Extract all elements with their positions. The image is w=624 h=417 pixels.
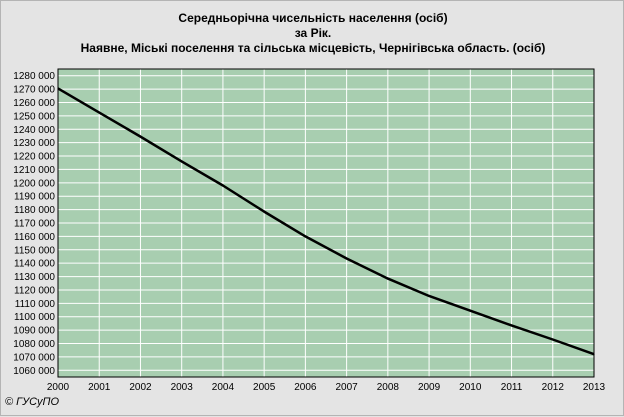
data-point <box>57 87 59 90</box>
x-axis-tick-labels: 2000 2001 2002 2003 2004 2005 2006 2007 2008 2009… <box>47 382 606 393</box>
y-tick-label: 1250 000 <box>13 111 55 122</box>
y-tick-label: 1220 000 <box>13 152 55 163</box>
x-tick-label: 2009 <box>418 382 441 393</box>
grid <box>57 69 595 377</box>
y-tick-label: 1260 000 <box>13 98 55 109</box>
y-tick-label: 1160 000 <box>14 232 55 243</box>
series-group <box>57 87 595 356</box>
y-tick-label: 1130 000 <box>14 272 55 283</box>
x-tick-label: 2005 <box>253 382 276 393</box>
y-tick-label: 1110 000 <box>15 299 56 310</box>
y-tick-label: 1060 000 <box>13 366 55 377</box>
data-point <box>428 295 430 297</box>
data-point <box>222 184 224 187</box>
y-tick-label: 1240 000 <box>13 125 55 136</box>
x-tick-label: 2003 <box>171 382 194 393</box>
y-tick-label: 1230 000 <box>13 138 55 149</box>
x-tick-label: 2000 <box>47 382 70 393</box>
data-point <box>139 136 142 138</box>
data-point <box>387 277 389 280</box>
y-axis-tick-labels: 1060 000 1070 000 1080 000 1090 000 1100 000… <box>13 71 55 377</box>
y-tick-label: 1190 000 <box>14 192 55 203</box>
x-tick-label: 2001 <box>88 382 111 393</box>
y-tick-label: 1090 000 <box>13 326 55 337</box>
x-tick-label: 2012 <box>542 382 565 393</box>
x-tick-label: 2006 <box>294 382 317 393</box>
y-tick-label: 1100 000 <box>14 312 55 323</box>
data-point <box>263 211 265 213</box>
data-point <box>469 310 471 312</box>
data-point <box>510 324 513 327</box>
data-point <box>181 160 183 162</box>
data-point <box>593 353 595 355</box>
y-tick-label: 1200 000 <box>13 178 55 189</box>
chart-title-block: Середньорічна чисельність населення (осі… <box>1 11 624 56</box>
data-point <box>98 111 100 114</box>
y-tick-label: 1120 000 <box>14 285 55 296</box>
x-tick-label: 2010 <box>459 382 482 393</box>
data-point <box>552 338 554 341</box>
x-tick-label: 2007 <box>335 382 358 393</box>
y-tick-label: 1180 000 <box>14 205 55 216</box>
x-tick-label: 2008 <box>377 382 400 393</box>
chart-subtitle: Наявне, Міські поселення та сільська міс… <box>80 41 546 55</box>
x-tick-label: 2004 <box>212 382 235 393</box>
series-line <box>57 87 595 356</box>
y-tick-label: 1150 000 <box>14 245 55 256</box>
x-tick-label: 2013 <box>583 382 606 393</box>
y-tick-label: 1080 000 <box>13 339 55 350</box>
chart-title: Середньорічна чисельність населення (осі… <box>178 11 448 25</box>
y-tick-label: 1270 000 <box>13 85 55 96</box>
data-point <box>346 257 348 260</box>
y-tick-label: 1140 000 <box>14 259 55 270</box>
y-tick-label: 1210 000 <box>13 165 55 176</box>
x-tick-label: 2002 <box>129 382 152 393</box>
y-tick-label: 1280 000 <box>13 71 55 82</box>
y-tick-label: 1170 000 <box>14 219 55 230</box>
data-point <box>304 235 306 237</box>
x-tick-label: 2011 <box>501 382 523 393</box>
plot-border <box>57 68 595 378</box>
y-tick-label: 1070 000 <box>13 352 55 363</box>
copyright-note: © ГУСуПО <box>5 396 60 408</box>
chart-period: за Рік. <box>294 26 332 40</box>
